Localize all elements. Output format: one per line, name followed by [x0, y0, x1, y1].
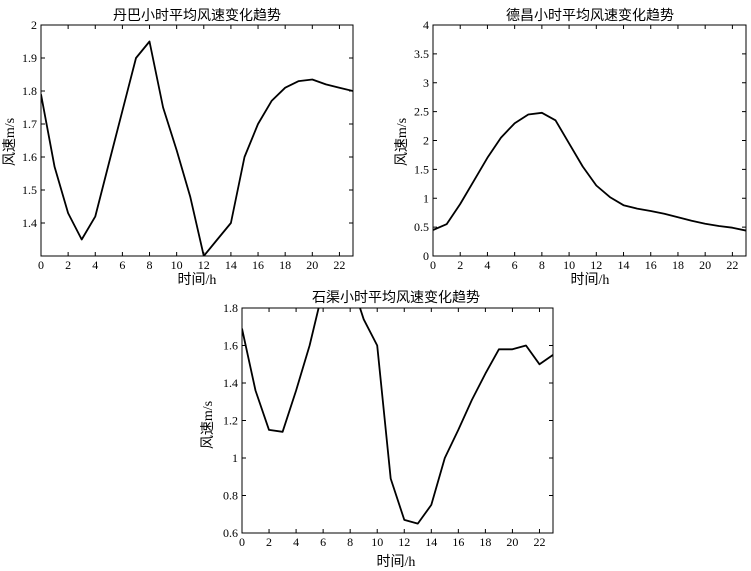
- x-tick-label: 14: [618, 258, 630, 272]
- x-tick-label: 8: [147, 258, 153, 272]
- y-axis-label: 风速m/s: [394, 118, 410, 166]
- x-tick-label: 18: [672, 258, 684, 272]
- chart-shiqu: 石渠小时平均风速变化趋势 时间/h 风速m/s 0 2 4 6 8 10 12 14 16 18 2…: [200, 290, 554, 570]
- y-tick-label: 1.9: [22, 51, 37, 65]
- x-tick-label: 20: [306, 258, 318, 272]
- y-tick-label: 1.7: [22, 117, 37, 131]
- y-tick-label: 0.5: [414, 220, 429, 234]
- chart-title: 石渠小时平均风速变化趋势: [312, 290, 480, 306]
- y-tick-label: 3.5: [414, 47, 429, 61]
- x-axis-label: 时间/h: [178, 272, 217, 288]
- y-tick-label: 1.6: [22, 150, 37, 164]
- x-axis-label: 时间/h: [571, 272, 610, 288]
- x-axis-label: 时间/h: [377, 554, 416, 570]
- x-tick-label: 12: [198, 258, 210, 272]
- series-line: [41, 40, 353, 256]
- x-tick-label: 0: [239, 535, 245, 549]
- x-tick-label: 16: [252, 258, 264, 272]
- x-tick-label: 2: [266, 535, 272, 549]
- y-tick-label: 2.5: [414, 105, 429, 119]
- x-tick-label: 20: [699, 258, 711, 272]
- chart-title: 丹巴小时平均风速变化趋势: [113, 8, 281, 24]
- y-tick-label: 1.6: [223, 339, 238, 353]
- x-tick-label: 4: [293, 535, 299, 549]
- y-tick-label: 0.6: [223, 526, 238, 540]
- plot-frame: [432, 24, 747, 257]
- y-axis-label: 风速m/s: [200, 401, 216, 449]
- x-tick-label: 4: [92, 258, 98, 272]
- y-tick-label: 0: [423, 249, 429, 263]
- y-tick-label: 1.5: [22, 183, 37, 197]
- series-line: [242, 308, 553, 525]
- series-line: [433, 111, 746, 232]
- y-tick-label: 1.4: [22, 216, 37, 230]
- plot-frame: [40, 24, 354, 257]
- chart-title: 德昌小时平均风速变化趋势: [506, 8, 674, 24]
- x-tick-label: 6: [512, 258, 518, 272]
- x-tick-label: 16: [645, 258, 657, 272]
- x-tick-label: 8: [347, 535, 353, 549]
- y-tick-label: 0.8: [223, 489, 238, 503]
- y-tick-label: 1: [232, 451, 238, 465]
- x-tick-label: 18: [479, 535, 491, 549]
- x-tick-label: 10: [171, 258, 183, 272]
- chart-dechang: 德昌小时平均风速变化趋势 时间/h 风速m/s 0 2 4 6 8 10 12 14 16 18 2…: [394, 8, 747, 288]
- y-tick-label: 1.2: [223, 414, 238, 428]
- x-tick-label: 14: [225, 258, 237, 272]
- x-tick-label: 22: [333, 258, 345, 272]
- x-tick-label: 22: [533, 535, 545, 549]
- y-tick-label: 1: [423, 191, 429, 205]
- y-tick-label: 1.4: [223, 376, 238, 390]
- y-tick-label: 1.5: [414, 162, 429, 176]
- x-tick-label: 6: [320, 535, 326, 549]
- y-axis-label: 风速m/s: [2, 118, 18, 166]
- x-tick-label: 8: [539, 258, 545, 272]
- y-tick-label: 1.8: [223, 301, 238, 315]
- x-tick-label: 6: [119, 258, 125, 272]
- x-tick-label: 4: [484, 258, 490, 272]
- x-tick-label: 0: [430, 258, 436, 272]
- y-tick-label: 3: [423, 76, 429, 90]
- x-tick-label: 22: [726, 258, 738, 272]
- x-tick-label: 20: [506, 535, 518, 549]
- x-tick-label: 14: [425, 535, 437, 549]
- x-tick-label: 10: [563, 258, 575, 272]
- x-tick-label: 12: [398, 535, 410, 549]
- chart-danba: 丹巴小时平均风速变化趋势 时间/h 风速m/s 0 2 4 6 8 10 12 14 16 18 2…: [2, 8, 354, 288]
- x-tick-label: 16: [452, 535, 464, 549]
- y-tick-label: 4: [423, 18, 429, 32]
- y-tick-label: 1.8: [22, 84, 37, 98]
- y-tick-label: 2: [423, 134, 429, 148]
- x-tick-label: 12: [590, 258, 602, 272]
- x-tick-label: 0: [38, 258, 44, 272]
- x-tick-label: 10: [371, 535, 383, 549]
- x-tick-label: 18: [279, 258, 291, 272]
- x-tick-label: 2: [457, 258, 463, 272]
- y-tick-label: 2: [31, 18, 37, 32]
- x-tick-label: 2: [65, 258, 71, 272]
